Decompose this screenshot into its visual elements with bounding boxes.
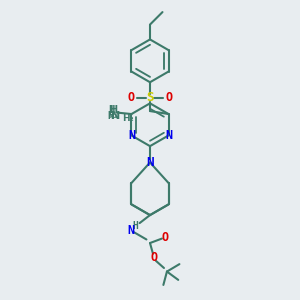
Text: H₂: H₂ [123, 114, 134, 123]
Text: N: N [165, 129, 172, 142]
Text: O: O [128, 91, 135, 104]
Text: O: O [150, 251, 157, 264]
Text: S: S [146, 91, 154, 104]
Text: H: H [110, 106, 118, 116]
Text: O: O [162, 231, 169, 244]
Text: N: N [107, 111, 113, 121]
Text: H₂: H₂ [109, 111, 118, 120]
Text: O: O [165, 91, 172, 104]
Text: H: H [132, 221, 138, 231]
Text: H: H [108, 105, 115, 115]
Text: N: N [128, 129, 135, 142]
Text: N: N [111, 110, 121, 121]
Text: N: N [146, 156, 154, 169]
Text: N: N [128, 224, 135, 237]
